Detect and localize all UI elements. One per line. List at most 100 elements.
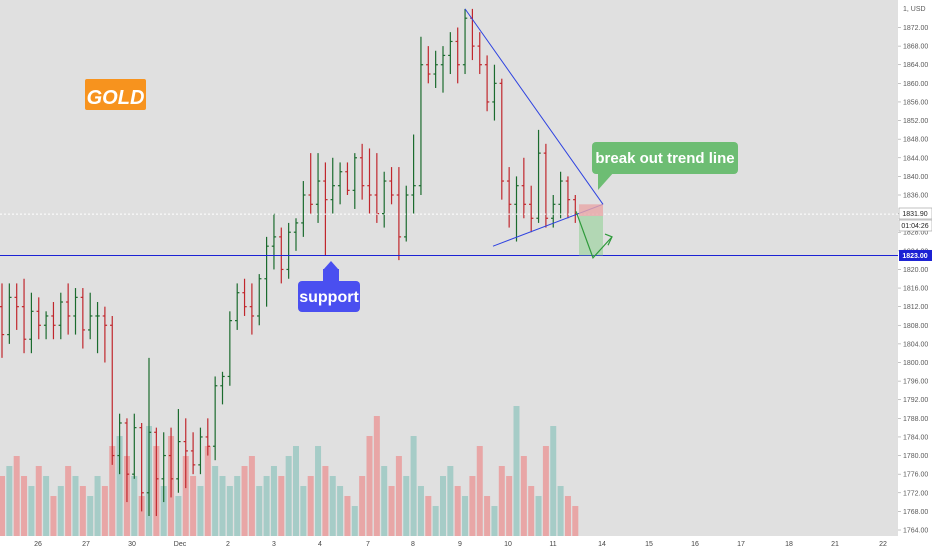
- price-bar[interactable]: [58, 292, 63, 340]
- trend-line-upper[interactable]: [464, 8, 604, 205]
- price-bar[interactable]: [146, 357, 152, 517]
- price-axis-currency: 1, USD: [903, 6, 926, 13]
- price-bar[interactable]: [484, 55, 490, 112]
- price-bar[interactable]: [21, 278, 27, 354]
- price-bar[interactable]: [404, 185, 409, 242]
- price-bar[interactable]: [176, 409, 181, 493]
- price-tick-label: 1820.00: [903, 267, 928, 274]
- volume-bar: [557, 486, 564, 536]
- price-bar[interactable]: [301, 181, 306, 237]
- price-axis[interactable]: 1, USD 1872.00 1868.00 1864.00 1860.00 1856.…: [898, 6, 928, 535]
- time-axis-background: [0, 536, 898, 550]
- price-bar[interactable]: [132, 413, 137, 479]
- price-bar[interactable]: [198, 427, 203, 475]
- price-bar[interactable]: [212, 376, 218, 461]
- price-bar[interactable]: [529, 185, 534, 233]
- price-bar[interactable]: [492, 64, 497, 121]
- price-bar[interactable]: [551, 195, 556, 228]
- volume-bar: [564, 496, 571, 536]
- time-tick-label: 22: [879, 541, 887, 548]
- volume-bar: [234, 476, 241, 536]
- price-bar[interactable]: [249, 283, 255, 335]
- price-bar[interactable]: [36, 297, 41, 340]
- price-bar[interactable]: [124, 418, 130, 503]
- price-tick-label: 1828.00: [903, 230, 928, 237]
- price-bar[interactable]: [323, 162, 328, 256]
- price-bar[interactable]: [154, 427, 159, 517]
- current-price-tag: [898, 207, 932, 220]
- price-bar[interactable]: [418, 36, 424, 195]
- price-bar[interactable]: [506, 167, 512, 228]
- price-bar[interactable]: [242, 278, 247, 316]
- price-bar[interactable]: [389, 167, 394, 205]
- time-axis[interactable]: 26 27 30 Dec 2 3 4 7 8 9 10 11 14 15 16 17 18 21 22: [34, 541, 887, 548]
- price-bar[interactable]: [0, 283, 5, 358]
- price-tick-label: 1788.00: [903, 416, 928, 423]
- price-bar[interactable]: [227, 311, 233, 386]
- price-bar[interactable]: [43, 311, 49, 340]
- price-bar[interactable]: [337, 162, 343, 205]
- price-bar[interactable]: [88, 292, 93, 340]
- volume-bar: [344, 496, 351, 536]
- price-bar[interactable]: [382, 171, 387, 228]
- price-bar[interactable]: [293, 218, 299, 251]
- price-bar[interactable]: [558, 171, 563, 219]
- price-bar[interactable]: [411, 134, 416, 214]
- price-bar[interactable]: [330, 157, 335, 214]
- projection-arrow[interactable]: [575, 211, 613, 259]
- price-bar[interactable]: [65, 283, 71, 335]
- price-bar[interactable]: [448, 32, 453, 75]
- price-bar[interactable]: [345, 162, 350, 195]
- price-bar[interactable]: [359, 143, 365, 200]
- price-bar[interactable]: [536, 129, 541, 223]
- price-bar[interactable]: [161, 432, 166, 503]
- price-bar[interactable]: [499, 78, 504, 200]
- price-bar[interactable]: [117, 413, 122, 475]
- price-bar[interactable]: [514, 176, 519, 242]
- reward-zone-box[interactable]: [579, 215, 603, 256]
- price-bar[interactable]: [352, 153, 357, 209]
- price-bar[interactable]: [183, 418, 188, 489]
- gold-badge-label: GOLD: [87, 87, 145, 109]
- current-price-tag-label: 1831.90: [902, 211, 927, 218]
- price-bar[interactable]: [271, 213, 277, 270]
- price-bar[interactable]: [139, 422, 144, 512]
- price-bar[interactable]: [455, 27, 460, 84]
- volume-bar: [513, 406, 520, 536]
- risk-zone-box[interactable]: [579, 204, 603, 216]
- price-bar[interactable]: [286, 222, 291, 279]
- price-bar[interactable]: [235, 283, 240, 330]
- price-bar[interactable]: [220, 371, 225, 405]
- price-bar[interactable]: [440, 46, 446, 93]
- price-bar[interactable]: [73, 288, 78, 335]
- price-bar[interactable]: [51, 302, 56, 340]
- price-bar[interactable]: [367, 148, 372, 214]
- price-bar[interactable]: [80, 288, 86, 349]
- price-bar[interactable]: [7, 283, 12, 344]
- price-bar[interactable]: [521, 157, 527, 219]
- price-bar[interactable]: [315, 153, 321, 223]
- price-bar[interactable]: [14, 283, 19, 330]
- price-bar[interactable]: [477, 32, 482, 75]
- price-bar[interactable]: [257, 274, 262, 326]
- price-bar[interactable]: [433, 50, 438, 88]
- price-bar[interactable]: [426, 46, 431, 84]
- price-bar[interactable]: [110, 315, 115, 465]
- volume-bar: [219, 476, 226, 536]
- price-bar[interactable]: [190, 432, 196, 475]
- price-bar[interactable]: [168, 427, 174, 498]
- price-bar[interactable]: [102, 306, 108, 363]
- volume-bar: [520, 456, 527, 536]
- price-bar[interactable]: [565, 176, 571, 219]
- price-bar[interactable]: [205, 418, 210, 456]
- price-bar[interactable]: [308, 153, 313, 214]
- price-bar[interactable]: [396, 167, 402, 261]
- price-bar[interactable]: [95, 302, 100, 354]
- price-bar[interactable]: [462, 8, 468, 75]
- price-tick-label: 1792.00: [903, 397, 928, 404]
- price-bar[interactable]: [29, 292, 34, 354]
- volume-bar: [410, 436, 417, 536]
- price-bar[interactable]: [264, 236, 269, 307]
